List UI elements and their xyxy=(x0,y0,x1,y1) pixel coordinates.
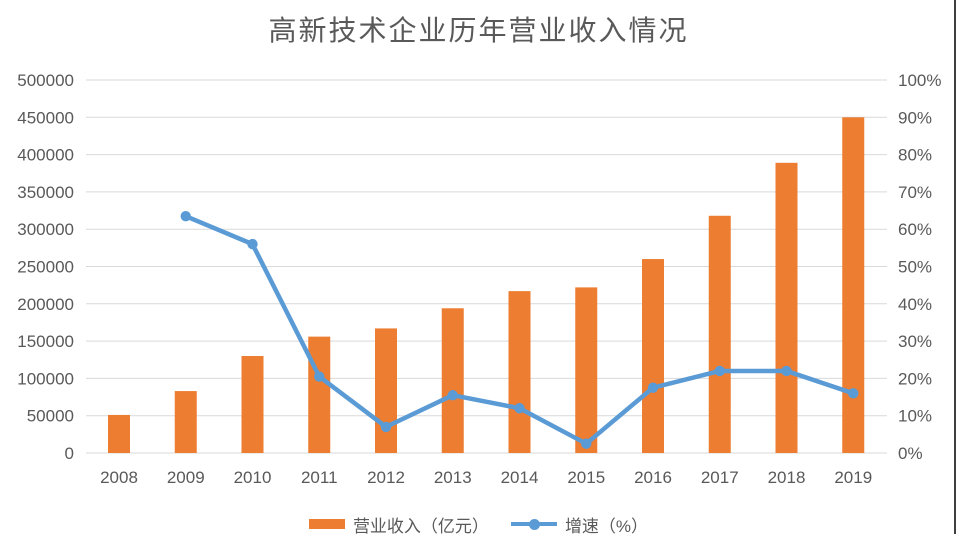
x-axis-label: 2015 xyxy=(567,468,605,487)
chart-title: 高新技术企业历年营业收入情况 xyxy=(268,14,689,47)
x-axis-label: 2018 xyxy=(768,468,806,487)
left-axis-tick-label: 300000 xyxy=(17,220,74,239)
revenue-bar-2012[interactable] xyxy=(375,328,397,453)
revenue-bar-2014[interactable] xyxy=(508,291,531,453)
right-axis-tick-label: 100% xyxy=(898,71,941,90)
growth-marker-2012[interactable] xyxy=(380,421,392,433)
x-axis-label: 2019 xyxy=(834,468,872,487)
left-axis-tick-label: 450000 xyxy=(17,108,74,127)
revenue-bar-2017[interactable] xyxy=(708,215,731,453)
left-axis-tick-label: 200000 xyxy=(17,295,74,314)
right-axis-tick-label: 80% xyxy=(898,146,932,165)
growth-marker-2015[interactable] xyxy=(581,438,592,449)
right-axis-tick-label: 40% xyxy=(898,295,932,314)
right-border-line xyxy=(954,0,956,534)
x-axis-label: 2009 xyxy=(167,468,205,487)
chart-legend: 营业收入（亿元） 增速（%） xyxy=(0,508,957,540)
x-axis-label: 2012 xyxy=(367,468,405,487)
right-axis-tick-label: 90% xyxy=(898,108,932,127)
x-axis-label: 2008 xyxy=(100,468,138,487)
legend-label-growth: 增速（%） xyxy=(564,516,649,536)
x-axis-label: 2011 xyxy=(301,468,338,487)
right-axis-tick-label: 10% xyxy=(898,407,932,426)
revenue-bar-2019[interactable] xyxy=(842,117,865,454)
growth-marker-2009[interactable] xyxy=(180,210,191,222)
left-axis-tick-label: 250000 xyxy=(17,258,74,277)
right-axis-tick-label: 30% xyxy=(898,332,932,351)
growth-marker-2013[interactable] xyxy=(447,389,458,401)
legend-item-revenue[interactable]: 营业收入（亿元） xyxy=(308,512,489,537)
growth-marker-2011[interactable] xyxy=(314,371,325,382)
right-axis-tick-label: 60% xyxy=(898,220,932,239)
x-axis-label: 2016 xyxy=(634,468,672,487)
growth-marker-2019[interactable] xyxy=(848,388,859,399)
revenue-bar-swatch-icon xyxy=(308,519,345,529)
right-axis-tick-label: 70% xyxy=(898,183,932,202)
legend-label-revenue: 营业收入（亿元） xyxy=(352,516,489,536)
revenue-bar-2009[interactable] xyxy=(174,391,197,453)
growth-marker-2018[interactable] xyxy=(781,365,792,377)
right-axis-tick-label: 50% xyxy=(898,258,932,277)
growth-marker-2016[interactable] xyxy=(647,382,659,393)
revenue-bar-2015[interactable] xyxy=(575,287,598,453)
revenue-bar-2013[interactable] xyxy=(441,308,464,453)
growth-marker-2017[interactable] xyxy=(714,365,725,377)
growth-marker-2014[interactable] xyxy=(514,403,525,414)
left-axis-tick-label: 50000 xyxy=(27,407,74,426)
growth-line-swatch-icon xyxy=(510,518,557,530)
right-axis-tick-label: 20% xyxy=(898,369,932,388)
revenue-bar-2016[interactable] xyxy=(642,259,664,453)
left-axis-tick-label: 500000 xyxy=(17,71,74,90)
left-axis-tick-label: 400000 xyxy=(17,146,74,165)
revenue-bar-2018[interactable] xyxy=(775,162,798,453)
x-axis-label: 2017 xyxy=(701,468,739,487)
revenue-bar-2008[interactable] xyxy=(108,414,130,453)
right-axis-tick-label: 0% xyxy=(898,444,923,463)
left-axis-tick-label: 350000 xyxy=(17,183,74,202)
left-axis-tick-label: 150000 xyxy=(17,332,74,351)
left-axis-tick-label: 100000 xyxy=(17,369,74,388)
x-axis-label: 2010 xyxy=(234,468,272,487)
x-axis-label: 2014 xyxy=(501,468,539,487)
growth-marker-2010[interactable] xyxy=(247,238,258,250)
revenue-bar-2010[interactable] xyxy=(241,356,264,453)
legend-item-growth[interactable]: 增速（%） xyxy=(510,512,649,537)
x-axis-label: 2013 xyxy=(434,468,472,487)
left-axis-tick-label: 0 xyxy=(65,444,74,463)
revenue-bar-2011[interactable] xyxy=(308,336,331,453)
